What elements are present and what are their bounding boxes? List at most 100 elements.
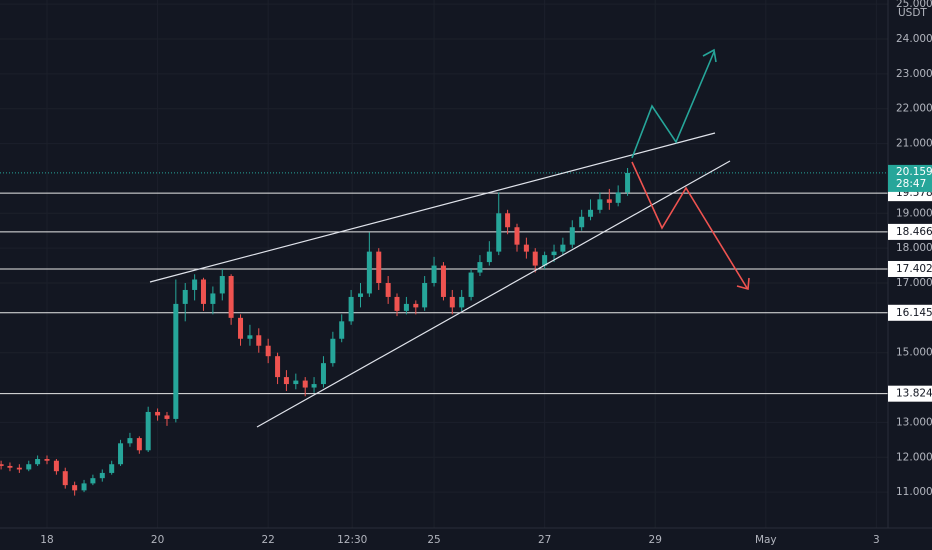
candle-body: [155, 411, 161, 416]
x-tick-label: 18: [40, 534, 53, 546]
x-tick-label: 25: [427, 534, 440, 546]
candle-body: [72, 485, 78, 491]
y-tick-label: 24.000: [896, 33, 932, 45]
upper-trendline: [149, 132, 716, 283]
candle-body: [293, 380, 299, 385]
candle-body: [486, 251, 492, 263]
candle-body: [560, 244, 566, 252]
y-tick-label: 18.000: [896, 242, 932, 254]
candle-body: [210, 293, 216, 304]
candle-body: [385, 282, 391, 297]
candle-body: [376, 251, 382, 283]
candle-body: [339, 321, 345, 339]
candle-body: [182, 289, 188, 304]
candle-body: [496, 213, 502, 252]
candle-body: [35, 458, 41, 465]
candle-body: [302, 380, 308, 388]
y-tick-label: 13.000: [896, 416, 932, 428]
candle-body: [579, 216, 585, 228]
candle-body: [164, 415, 170, 419]
candle-body: [348, 296, 354, 322]
candle-body: [597, 199, 603, 210]
last-price-label: 20.159: [896, 166, 932, 178]
candle-body: [505, 213, 511, 228]
bullish-path: [631, 51, 715, 159]
x-tick-label: 22: [261, 534, 274, 546]
y-tick-label: 25.000: [896, 0, 932, 10]
candle-body: [477, 262, 483, 273]
candle-body: [283, 377, 289, 385]
candle-body: [26, 464, 32, 470]
y-tick-label: 11.000: [896, 486, 932, 498]
candle-body: [403, 303, 409, 311]
candle-body: [366, 251, 372, 294]
candle-body: [394, 296, 400, 311]
candle-body: [514, 227, 520, 245]
candle-body: [468, 272, 474, 297]
x-tick-label: 3: [873, 534, 880, 546]
time-axis: [0, 528, 888, 550]
candle-body: [625, 172, 631, 193]
x-tick-label: 20: [151, 534, 164, 546]
candle-body: [90, 478, 96, 484]
candle-body: [219, 276, 225, 294]
y-tick-label: 12.000: [896, 451, 932, 463]
y-unit: USDT: [898, 7, 927, 19]
candle-body: [7, 465, 13, 468]
last-price-box: [888, 164, 932, 192]
bearish-arrowhead: [736, 277, 750, 291]
level-label: 16.145: [896, 307, 932, 319]
candle-body: [200, 279, 206, 304]
candle-body: [532, 251, 538, 266]
candle-body: [615, 192, 621, 203]
candle-body: [173, 303, 179, 419]
candle-body: [440, 265, 446, 297]
candle-body: [228, 276, 234, 318]
bearish-path: [631, 161, 748, 289]
candle-body: [311, 384, 317, 388]
candle-body: [449, 296, 455, 308]
candle-body: [459, 296, 465, 308]
candle-body: [16, 467, 22, 470]
candles: [0, 167, 631, 496]
x-tick-label: 29: [649, 534, 662, 546]
candle-body: [569, 227, 575, 245]
candle-body: [118, 443, 124, 465]
level-label-box: [888, 304, 932, 321]
candle-body: [413, 303, 419, 308]
candle-body: [127, 438, 133, 444]
y-tick-label: 19.000: [896, 207, 932, 219]
candle-body: [109, 464, 115, 473]
y-tick-label: 23.000: [896, 68, 932, 80]
level-label: 17.402: [896, 263, 932, 275]
candle-body: [422, 282, 428, 308]
candle-body: [330, 338, 336, 364]
candle-body: [265, 345, 271, 357]
x-tick-label: 27: [538, 534, 551, 546]
drawings: [149, 48, 750, 428]
candle-body: [358, 293, 364, 297]
candle-body: [606, 199, 612, 203]
candle-body: [238, 317, 244, 339]
axes: 11.000 12.000 13.000 15.000 17.000 18.000 19.0…: [40, 0, 932, 546]
candle-body: [99, 472, 105, 479]
bullish-arrowhead: [702, 48, 717, 63]
candle-body: [551, 251, 557, 256]
candle-body: [256, 335, 262, 346]
x-tick-label: May: [755, 534, 777, 546]
level-label-box: [888, 260, 932, 277]
candle-body: [62, 471, 68, 486]
countdown-label: 28:47: [896, 178, 926, 190]
levels: [0, 172, 888, 395]
candle-body: [275, 356, 281, 378]
candle-body: [320, 363, 326, 385]
level-label: 18.466: [896, 226, 932, 238]
y-tick-label: 22.000: [896, 103, 932, 115]
level-label-box: [888, 385, 932, 402]
candle-body: [192, 279, 198, 290]
candle-body: [0, 464, 4, 466]
candle-body: [588, 209, 594, 217]
